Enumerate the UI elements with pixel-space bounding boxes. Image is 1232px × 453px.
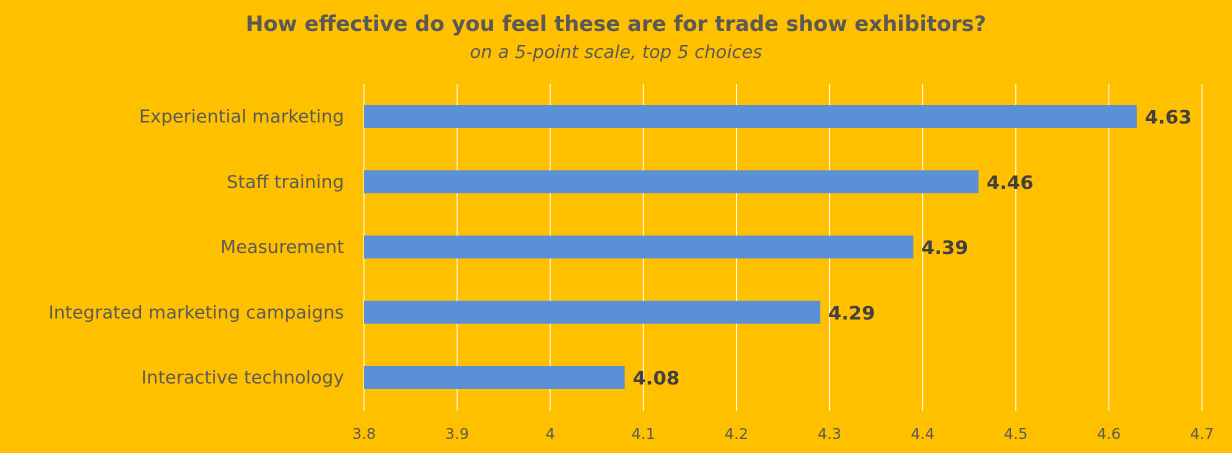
chart-subtitle: on a 5-point scale, top 5 choices [469, 42, 763, 63]
x-tick-label: 4.6 [1097, 425, 1121, 443]
x-tick-label: 3.9 [445, 425, 469, 443]
bar [364, 300, 821, 324]
bar [364, 235, 914, 259]
x-tick-label: 4.7 [1190, 425, 1214, 443]
category-label: Integrated marketing campaigns [48, 302, 344, 323]
data-label: 4.29 [828, 302, 875, 324]
x-tick-label: 4.2 [725, 425, 749, 443]
data-label: 4.46 [987, 172, 1034, 194]
category-label: Measurement [220, 237, 344, 258]
data-label: 4.08 [633, 368, 680, 390]
x-tick-label: 4.1 [631, 425, 655, 443]
data-label: 4.63 [1145, 107, 1192, 129]
x-tick-label: 4.3 [818, 425, 842, 443]
bar [364, 170, 979, 194]
x-tick-label: 4.4 [911, 425, 935, 443]
x-tick-label: 4.5 [1004, 425, 1028, 443]
category-label: Staff training [227, 172, 344, 193]
x-tick-label: 4 [545, 425, 555, 443]
chart-title: How effective do you feel these are for … [245, 12, 987, 36]
x-tick-label: 3.8 [352, 425, 376, 443]
bar [364, 366, 625, 389]
category-label: Experiential marketing [139, 107, 344, 128]
category-label: Interactive technology [141, 368, 344, 389]
bar [364, 105, 1137, 128]
data-label: 4.39 [921, 237, 968, 259]
